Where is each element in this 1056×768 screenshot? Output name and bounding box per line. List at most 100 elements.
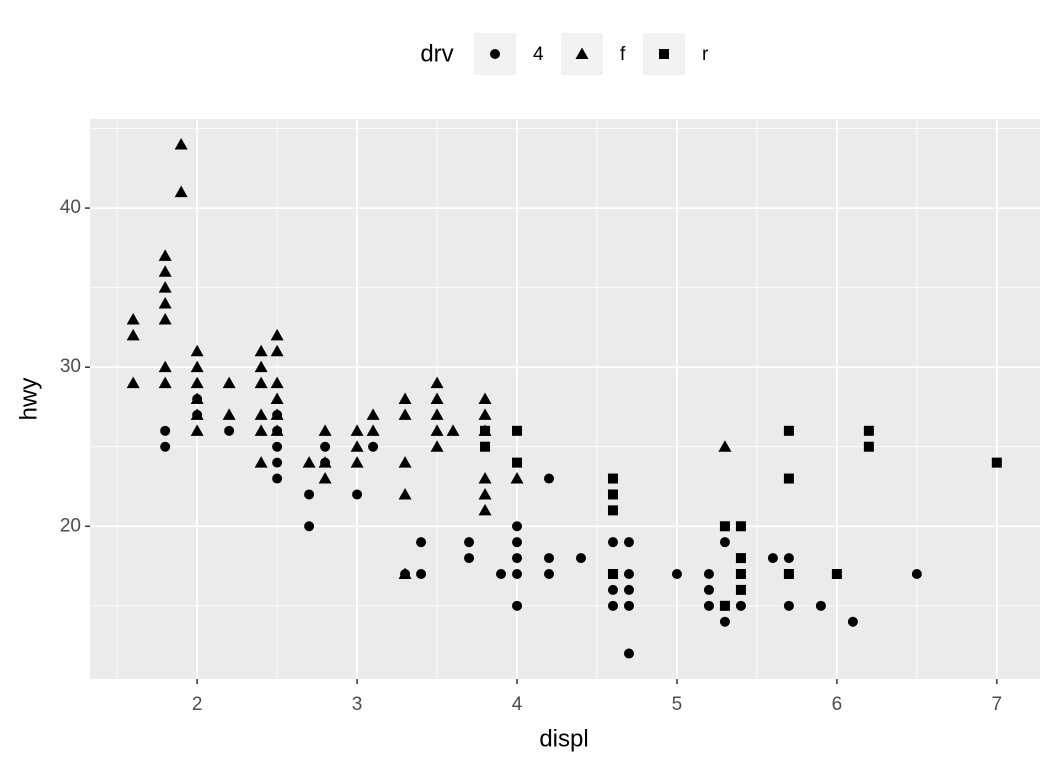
point xyxy=(366,424,380,436)
point xyxy=(270,408,284,420)
point xyxy=(544,553,555,564)
point xyxy=(350,424,364,436)
point xyxy=(575,553,586,564)
point xyxy=(160,441,171,452)
point xyxy=(368,441,379,452)
point xyxy=(480,441,491,452)
point xyxy=(607,584,618,595)
point xyxy=(126,312,140,325)
point xyxy=(783,473,794,484)
point xyxy=(190,376,204,389)
point xyxy=(350,440,364,452)
point xyxy=(512,600,523,611)
legend-title: drv xyxy=(420,40,453,67)
point xyxy=(304,521,315,532)
point xyxy=(350,456,364,468)
point xyxy=(416,569,427,579)
point xyxy=(607,537,618,548)
point xyxy=(478,408,492,420)
point xyxy=(158,312,172,325)
legend-symbol xyxy=(659,49,669,59)
point xyxy=(254,376,268,389)
point xyxy=(398,487,412,500)
point xyxy=(254,360,268,373)
legend-symbol xyxy=(575,47,589,59)
point xyxy=(254,408,268,420)
point xyxy=(190,360,204,373)
point xyxy=(783,553,794,564)
x-tick-label: 7 xyxy=(992,694,1003,715)
point xyxy=(718,440,732,452)
point xyxy=(190,392,204,404)
y-axis-title: hwy xyxy=(15,378,42,421)
point xyxy=(158,376,172,389)
point xyxy=(607,569,618,579)
point xyxy=(847,616,858,627)
point xyxy=(623,600,634,611)
point xyxy=(446,424,460,436)
point xyxy=(158,249,172,261)
point xyxy=(478,472,492,484)
point xyxy=(430,408,444,420)
point xyxy=(671,569,682,579)
point xyxy=(464,553,475,564)
point xyxy=(270,376,284,389)
point xyxy=(623,537,634,548)
point xyxy=(430,392,444,404)
point xyxy=(304,489,315,500)
point xyxy=(735,521,746,532)
point xyxy=(512,521,523,532)
point xyxy=(126,376,140,389)
point xyxy=(272,457,283,468)
point xyxy=(254,344,268,357)
point xyxy=(430,376,444,389)
point xyxy=(254,456,268,468)
point xyxy=(270,424,284,436)
point xyxy=(272,441,283,452)
point xyxy=(719,537,730,548)
point xyxy=(815,600,826,611)
point xyxy=(352,489,363,500)
point xyxy=(544,473,555,484)
point xyxy=(735,569,746,579)
point xyxy=(863,441,874,452)
point xyxy=(703,584,714,595)
point xyxy=(783,569,794,579)
point xyxy=(831,569,842,579)
point xyxy=(416,537,427,548)
point xyxy=(478,503,492,516)
point xyxy=(398,408,412,420)
legend-symbol xyxy=(490,49,500,59)
point xyxy=(735,584,746,595)
point xyxy=(703,600,714,611)
point xyxy=(254,424,268,436)
point xyxy=(719,521,730,532)
point xyxy=(158,360,172,373)
point xyxy=(991,457,1002,468)
point xyxy=(270,392,284,404)
x-tick-label: 4 xyxy=(512,694,523,715)
point xyxy=(607,600,618,611)
point xyxy=(224,425,235,436)
x-tick-label: 2 xyxy=(192,694,203,715)
x-tick-label: 6 xyxy=(832,694,843,715)
point xyxy=(623,584,634,595)
point xyxy=(398,567,412,579)
point xyxy=(222,376,236,389)
point xyxy=(767,553,778,564)
point xyxy=(190,344,204,357)
point xyxy=(430,424,444,436)
point xyxy=(126,328,140,341)
point xyxy=(512,569,523,579)
y-tick-label: 40 xyxy=(60,197,81,218)
legend-label: 4 xyxy=(533,44,544,65)
point xyxy=(222,408,236,420)
point xyxy=(302,456,316,468)
point xyxy=(783,600,794,611)
point xyxy=(911,569,922,579)
y-tick-label: 30 xyxy=(60,356,81,377)
x-tick-label: 5 xyxy=(672,694,683,715)
point xyxy=(160,425,171,436)
point xyxy=(510,472,524,484)
point xyxy=(623,569,634,579)
